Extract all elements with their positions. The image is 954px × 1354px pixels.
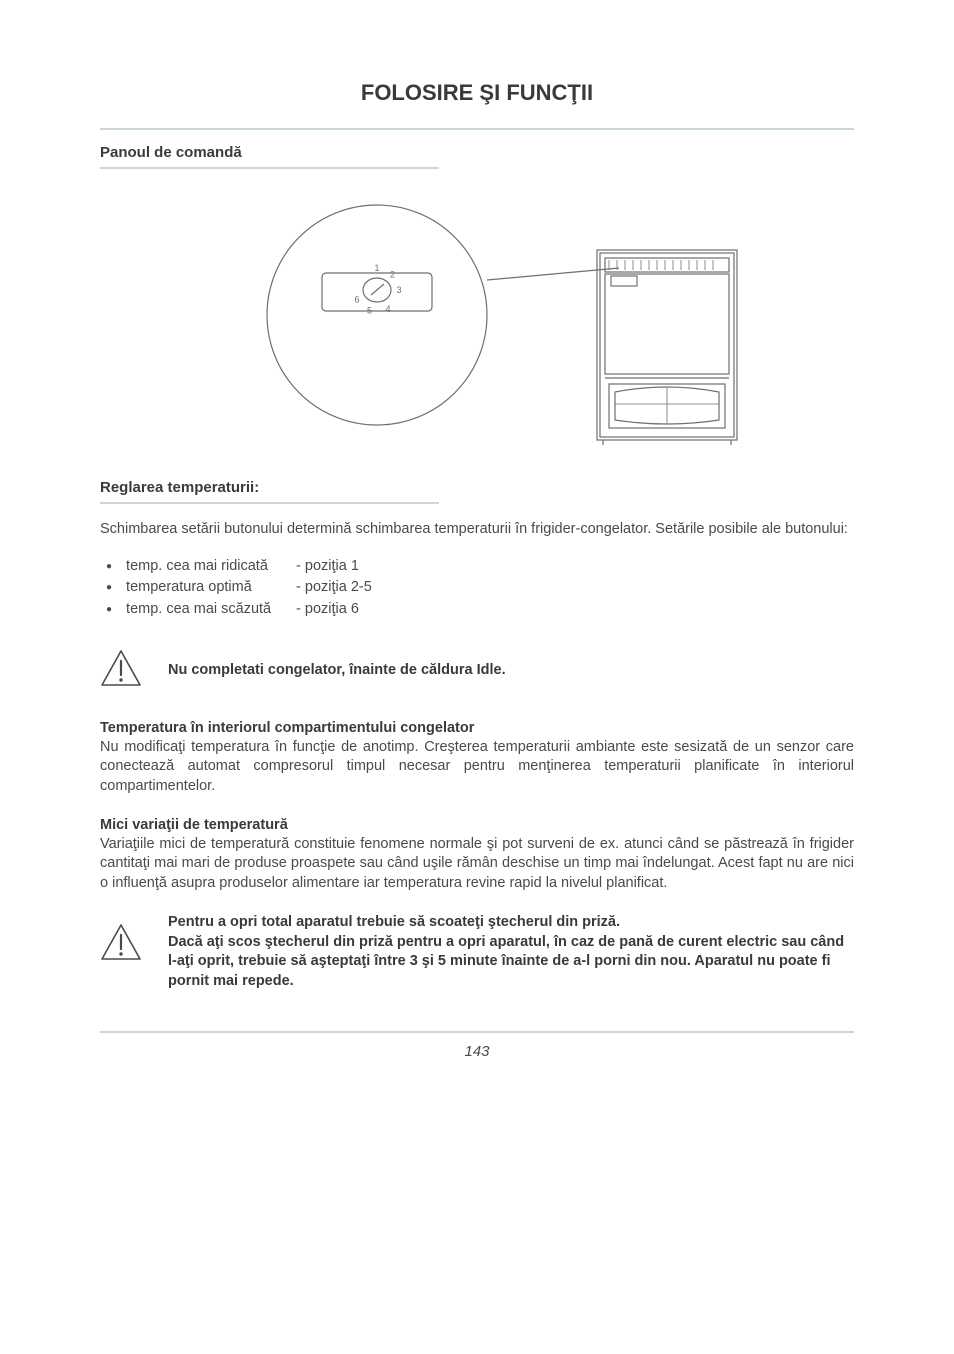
variations-body: Variaţiile mici de temperatură constitui… [100,835,854,894]
svg-text:1: 1 [374,263,379,273]
section-heading-temp: Reglarea temperaturii: [100,479,854,496]
warning-text-2: Pentru a opri total aparatul trebuie să … [168,913,854,991]
warning-row-2: Pentru a opri total aparatul trebuie să … [100,913,854,991]
freezer-body: Nu modificaţi temperatura în funcţie de … [100,738,854,797]
item-value: - poziţia 1 [296,556,359,578]
control-panel-diagram: 1 234 56 [100,185,854,455]
section-heading-panel: Panoul de comandă [100,144,854,161]
item-label: temperatura optimă [126,577,296,599]
warning-text-1: Nu completati congelator, înainte de căl… [168,661,506,681]
warning-row-1: Nu completati congelator, înainte de căl… [100,649,854,692]
temp-intro: Schimbarea setării butonului determină s… [100,520,854,540]
divider-temp [100,502,439,504]
diagram-svg: 1 234 56 [197,185,757,455]
divider-footer [100,1031,854,1033]
svg-text:6: 6 [355,294,360,304]
item-label: temp. cea mai ridicată [126,556,296,578]
svg-text:4: 4 [385,304,390,314]
page-number: 143 [100,1043,854,1060]
svg-text:3: 3 [396,285,401,295]
list-item: temp. cea mai scăzută - poziţia 6 [106,599,854,621]
item-label: temp. cea mai scăzută [126,599,296,621]
divider-panel [100,167,439,169]
temp-positions-list: temp. cea mai ridicată - poziţia 1 tempe… [100,556,854,621]
svg-text:5: 5 [367,306,372,316]
list-item: temp. cea mai ridicată - poziţia 1 [106,556,854,578]
item-value: - poziţia 6 [296,599,359,621]
subheading-freezer: Temperatura în interiorul compartimentul… [100,720,854,736]
list-item: temperatura optimă - poziţia 2-5 [106,577,854,599]
subheading-variations: Mici variaţii de temperatură [100,817,854,833]
item-value: - poziţia 2-5 [296,577,372,599]
svg-text:2: 2 [390,269,395,279]
page-title: FOLOSIRE ŞI FUNCŢII [100,80,854,106]
warning-icon [100,923,142,966]
warning-icon [100,649,142,692]
divider-top [100,128,854,130]
